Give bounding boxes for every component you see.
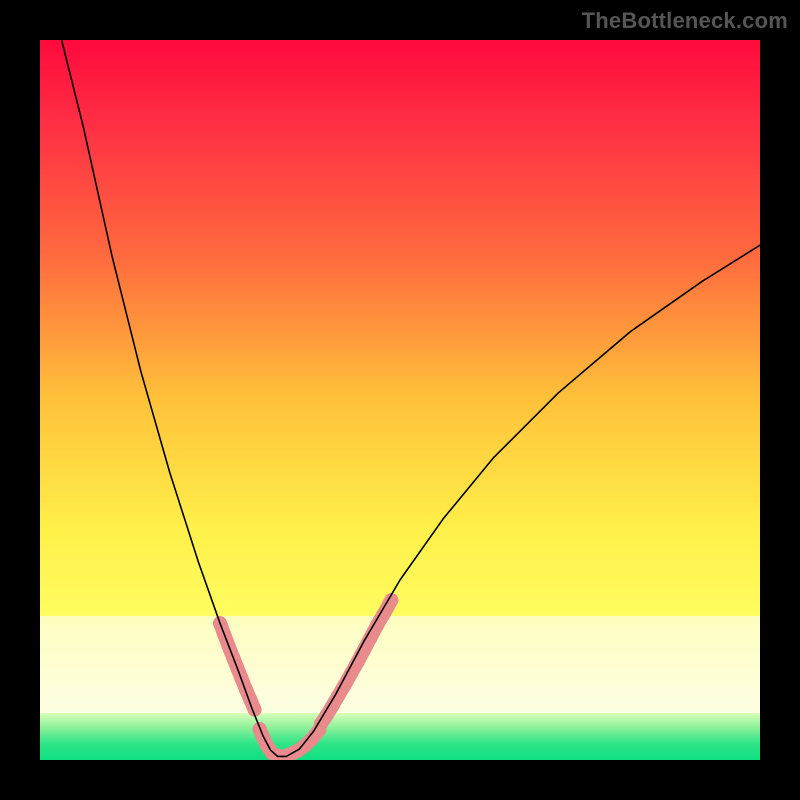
watermark-text: TheBottleneck.com xyxy=(582,8,788,34)
plot-area xyxy=(40,40,760,760)
chart-svg xyxy=(40,40,760,760)
chart-frame: { "watermark": { "text": "TheBottleneck.… xyxy=(0,0,800,800)
gradient-green-band xyxy=(40,713,760,760)
gradient-pale-band xyxy=(40,616,760,713)
